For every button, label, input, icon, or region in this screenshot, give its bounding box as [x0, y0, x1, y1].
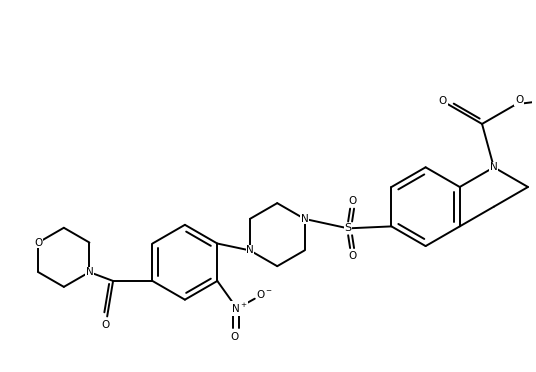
Text: N: N — [246, 246, 254, 256]
Text: O: O — [439, 96, 447, 106]
Text: N: N — [86, 267, 93, 277]
Text: O: O — [348, 251, 356, 261]
Text: O: O — [101, 320, 109, 330]
Text: N: N — [490, 162, 498, 172]
Text: O: O — [348, 196, 356, 206]
Text: O$^-$: O$^-$ — [256, 288, 273, 300]
Text: O: O — [34, 238, 42, 247]
Text: O: O — [230, 332, 238, 342]
Text: O: O — [515, 95, 523, 105]
Text: N: N — [301, 214, 308, 224]
Text: N$^+$: N$^+$ — [230, 302, 247, 315]
Text: S: S — [345, 223, 352, 233]
